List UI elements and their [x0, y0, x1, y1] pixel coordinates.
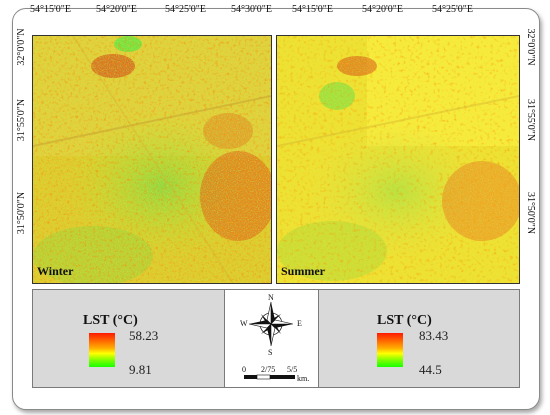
- summer-map-label: Summer: [281, 264, 325, 278]
- compass-south-label: S: [268, 348, 273, 357]
- compass-rose-icon: [244, 301, 295, 380]
- compass-scale-box: N S E W 0 2/75 5/5 km.: [224, 289, 320, 388]
- winter-lon-tick-4: 54°30'0"E: [231, 4, 272, 15]
- summer-lon-tick-1: 54°15'0"E: [292, 4, 333, 15]
- winter-legend-max: 58.23: [129, 328, 159, 343]
- winter-lon-tick-3: 54°25'0"E: [165, 4, 206, 15]
- summer-legend-panel: LST (°C) 83.43 44.5: [318, 289, 520, 388]
- summer-lon-tick-3: 54°25'0"E: [432, 4, 473, 15]
- summer-legend-title: LST (°C): [377, 313, 432, 328]
- winter-legend-min: 9.81: [129, 362, 152, 377]
- summer-legend-colorbar: [377, 333, 403, 367]
- summer-lat-tick-3: 31°50'0"N: [525, 191, 536, 235]
- summer-lon-tick-2: 54°20'0"E: [362, 4, 403, 15]
- summer-map: Summer: [276, 35, 520, 284]
- winter-map-label: Winter: [37, 264, 74, 278]
- winter-lon-tick-2: 54°20'0"E: [96, 4, 137, 15]
- scale-label-0: 0: [242, 365, 246, 374]
- scale-label-max: 5/5: [287, 365, 298, 374]
- winter-lat-tick-2: 31°55'0"N: [16, 98, 27, 142]
- summer-lat-tick-2: 31°55'0"N: [525, 98, 536, 142]
- winter-map: Winter: [32, 35, 272, 284]
- summer-legend-min: 44.5: [419, 362, 442, 377]
- compass-east-label: E: [297, 319, 302, 328]
- winter-legend-title: LST (°C): [83, 313, 138, 328]
- winter-lon-tick-1: 54°15'0"E: [30, 4, 71, 15]
- winter-lat-tick-3: 31°50'0"N: [16, 191, 27, 235]
- winter-map-raster: [33, 36, 271, 283]
- summer-map-raster: [277, 36, 519, 283]
- scale-unit: km.: [297, 374, 310, 383]
- summer-legend-max: 83.43: [419, 328, 449, 343]
- winter-legend-colorbar: [89, 333, 115, 367]
- compass-west-label: W: [240, 319, 248, 328]
- compass-north-label: N: [268, 293, 274, 302]
- summer-lat-tick-1: 32°0'0"N: [525, 28, 536, 66]
- winter-legend-panel: LST (°C) 58.23 9.81: [32, 289, 226, 388]
- winter-lat-tick-1: 32°0'0"N: [16, 28, 27, 66]
- scale-label-mid: 2/75: [261, 365, 276, 374]
